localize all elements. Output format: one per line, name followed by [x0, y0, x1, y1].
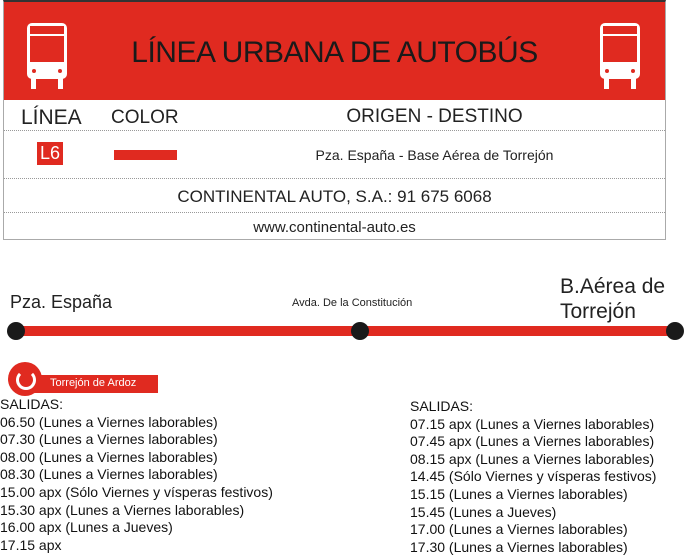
schedule-item: 14.45 (Sólo Viernes y vísperas festivos) — [410, 468, 657, 485]
schedule-left: SALIDAS: 06.50 (Lunes a Viernes laborabl… — [0, 396, 273, 554]
route-text: Pza. España - Base Aérea de Torrejón — [315, 147, 554, 163]
column-line-header: LÍNEA — [21, 106, 82, 129]
column-route-header: ORIGEN - DESTINO — [346, 106, 523, 127]
schedule-heading: SALIDAS: — [0, 396, 64, 412]
stop-label: B.Aérea de Torrejón — [560, 275, 666, 323]
website-link[interactable]: www.continental-auto.es — [253, 219, 416, 236]
line-info-card: LÍNEA URBANA DE AUTOBÚS LÍNEA COLOR ORIG… — [3, 0, 666, 240]
schedule-item: 07.45 apx (Lunes a Viernes laborables) — [410, 433, 655, 450]
schedule-item: 06.50 (Lunes a Viernes laborables) — [0, 413, 218, 430]
schedule-item: 15.30 apx (Lunes a Viernes laborables) — [0, 501, 245, 518]
page-title: LÍNEA URBANA DE AUTOBÚS — [131, 36, 538, 69]
schedule-right: SALIDAS: 07.15 apx (Lunes a Viernes labo… — [410, 398, 656, 556]
schedule-item: 17.00 (Lunes a Viernes laborables) — [410, 521, 628, 538]
schedule-item: 17.15 apx — [0, 536, 62, 553]
logo-text: Torrejón de Ardoz — [50, 377, 137, 389]
schedule-item: 15.45 (Lunes a Jueves) — [410, 503, 557, 520]
schedule-item: 07.15 apx (Lunes a Viernes laborables) — [410, 415, 655, 432]
stop-label: Pza. España — [10, 292, 113, 312]
stop-label: Avda. De la Constitución — [292, 297, 413, 309]
schedule-item: 07.30 (Lunes a Viernes laborables) — [0, 431, 218, 448]
schedule-heading: SALIDAS: — [410, 398, 474, 414]
schedule-item: 15.15 (Lunes a Viernes laborables) — [410, 485, 628, 502]
bus-icon — [600, 23, 640, 89]
header-banner: LÍNEA URBANA DE AUTOBÚS — [4, 2, 665, 100]
column-color-header: COLOR — [111, 107, 179, 128]
stop-dot — [7, 322, 25, 340]
schedule-item: 08.30 (Lunes a Viernes laborables) — [0, 466, 218, 483]
city-logo: Torrejón de Ardoz — [8, 362, 158, 396]
line-badge: L6 — [37, 142, 64, 165]
schedule-item: 16.00 apx (Lunes a Jueves) — [0, 519, 173, 536]
schedule-item: 15.00 apx (Sólo Viernes y vísperas festi… — [0, 483, 273, 500]
bus-icon — [27, 23, 67, 89]
schedule-item: 17.30 (Lunes a Viernes laborables) — [410, 538, 628, 555]
line-color-swatch — [114, 150, 177, 160]
stop-dot — [666, 322, 684, 340]
stop-dot — [351, 322, 369, 340]
schedule-item: 08.15 apx (Lunes a Viernes laborables) — [410, 450, 655, 467]
company-contact: CONTINENTAL AUTO, S.A.: 91 675 6068 — [177, 187, 492, 206]
schedule-item: 08.00 (Lunes a Viernes laborables) — [0, 448, 218, 465]
route-line — [16, 326, 676, 336]
